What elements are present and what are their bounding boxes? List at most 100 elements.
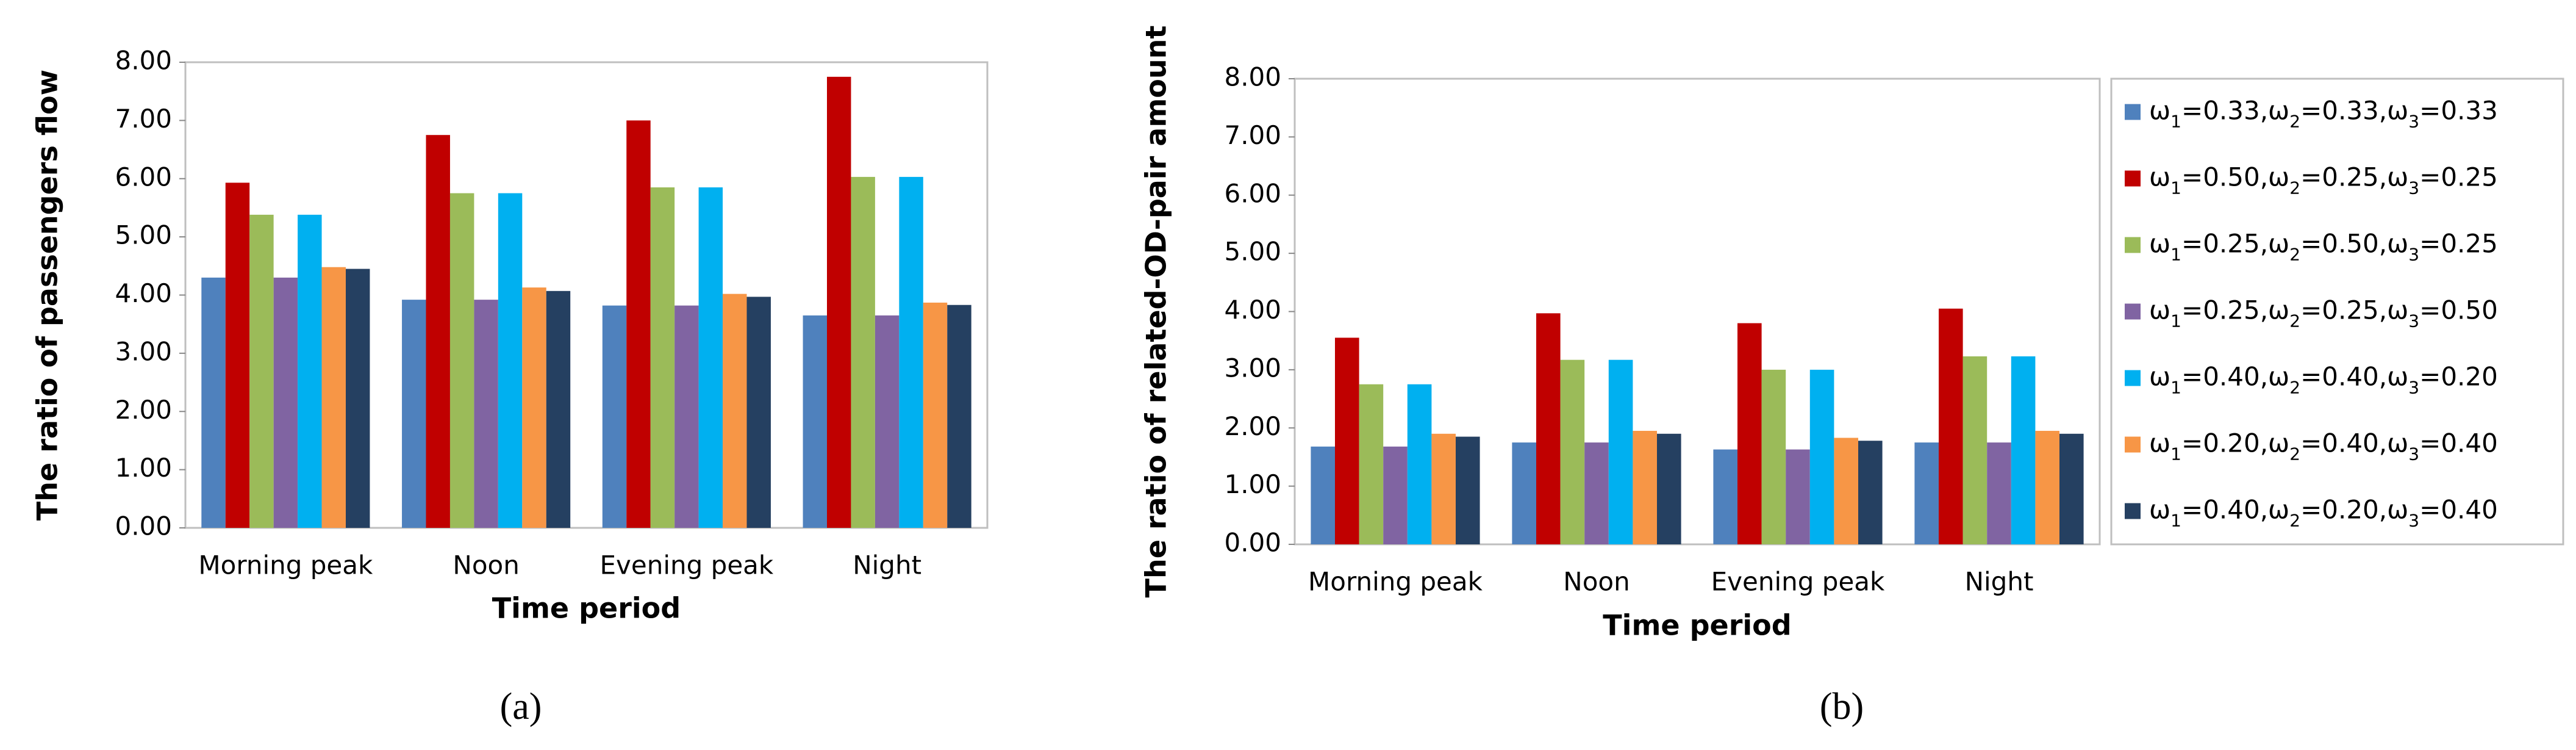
bar (1657, 433, 1681, 544)
bar (947, 305, 971, 528)
x-axis-title: Time period (492, 592, 681, 625)
bar (827, 76, 851, 528)
bar (746, 297, 771, 528)
bar (2035, 431, 2059, 544)
legend-swatch (2125, 303, 2141, 320)
bar (2059, 433, 2084, 544)
y-tick-label: 3.00 (1224, 353, 1281, 383)
bar (1809, 369, 1834, 544)
bar (1407, 384, 1432, 544)
bar (899, 176, 923, 528)
x-tick-label: Noon (453, 550, 519, 580)
y-tick-label: 3.00 (115, 336, 172, 366)
legend-swatch (2125, 170, 2141, 187)
bar (498, 193, 523, 528)
bar (201, 277, 226, 528)
legend-label: ω1=0.50,ω2=0.25,ω3=0.25 (2149, 162, 2498, 198)
y-tick-label: 4.00 (115, 278, 172, 308)
legend-box (2110, 78, 2564, 546)
y-tick-label: 1.00 (1224, 469, 1281, 499)
bar (1633, 431, 1657, 544)
bar (698, 187, 723, 528)
bar (1761, 369, 1786, 544)
y-tick-label: 0.00 (1224, 528, 1281, 558)
legend-label: ω1=0.25,ω2=0.50,ω3=0.25 (2149, 228, 2498, 264)
bar (851, 176, 875, 528)
bar (522, 287, 546, 528)
legend-label: ω1=0.40,ω2=0.40,ω3=0.20 (2149, 361, 2498, 397)
bar (1834, 438, 1858, 544)
legend-label: ω1=0.20,ω2=0.40,ω3=0.40 (2149, 428, 2498, 464)
legend-label: ω1=0.40,ω2=0.20,ω3=0.40 (2149, 494, 2498, 530)
bar (1962, 356, 1987, 544)
bar (546, 290, 571, 528)
bar (1914, 442, 1939, 544)
x-tick-label: Morning peak (198, 550, 373, 580)
y-tick-label: 5.00 (1224, 237, 1281, 267)
y-tick-label: 4.00 (1224, 295, 1281, 325)
y-tick-label: 5.00 (115, 220, 172, 250)
x-tick-label: Noon (1563, 567, 1630, 597)
bar (1512, 442, 1536, 544)
y-axis-title: The ratio of passengers flow (31, 70, 64, 521)
y-tick-label: 2.00 (115, 395, 172, 425)
caption: (a) (500, 686, 542, 727)
bar (723, 294, 747, 528)
legend-swatch (2125, 370, 2141, 386)
bar (1560, 359, 1585, 544)
bar (803, 315, 827, 528)
bar (1608, 359, 1633, 544)
bar (1456, 436, 1480, 544)
bar (875, 315, 900, 528)
bar (1713, 449, 1737, 544)
bar (474, 300, 498, 528)
x-tick-label: Night (1965, 567, 2034, 597)
x-axis-title: Time period (1603, 609, 1791, 642)
y-tick-label: 6.00 (1224, 178, 1281, 208)
bar (1786, 449, 1810, 544)
x-tick-label: Morning peak (1308, 567, 1483, 597)
y-tick-label: 6.00 (115, 162, 172, 192)
x-tick-label: Evening peak (1711, 567, 1885, 597)
legend-swatch (2125, 104, 2141, 120)
y-tick-label: 8.00 (1224, 62, 1281, 92)
bar (402, 300, 426, 528)
bar (626, 120, 651, 528)
bar (923, 302, 948, 528)
bar (249, 214, 274, 528)
x-tick-label: Night (853, 550, 921, 580)
legend-swatch (2125, 436, 2141, 453)
bar (273, 277, 298, 528)
bar (1737, 323, 1762, 544)
bar (674, 305, 699, 528)
y-tick-label: 2.00 (1224, 411, 1281, 441)
caption: (b) (1820, 686, 1864, 727)
y-tick-label: 8.00 (115, 46, 172, 76)
bar (346, 269, 370, 528)
bar (1383, 446, 1408, 544)
y-tick-label: 7.00 (115, 104, 172, 134)
y-tick-label: 7.00 (1224, 120, 1281, 150)
bar (1939, 308, 1963, 544)
bar (449, 193, 474, 528)
bar (602, 305, 627, 528)
x-tick-label: Evening peak (600, 550, 774, 580)
legend-swatch (2125, 237, 2141, 253)
bar (1431, 433, 1456, 544)
bar (2011, 356, 2036, 544)
bar (1335, 337, 1359, 544)
bar (1987, 442, 2011, 544)
bar (298, 214, 322, 528)
y-tick-label: 1.00 (115, 453, 172, 483)
bar (225, 182, 250, 528)
legend-swatch (2125, 503, 2141, 519)
bar (321, 267, 346, 528)
bar (1584, 442, 1609, 544)
bar (1858, 441, 1883, 544)
y-axis-title: The ratio of related-OD-pair amount (1140, 26, 1173, 598)
legend-label: ω1=0.33,ω2=0.33,ω3=0.33 (2149, 95, 2498, 131)
bar (1359, 384, 1384, 544)
legend-label: ω1=0.25,ω2=0.25,ω3=0.50 (2149, 295, 2498, 331)
